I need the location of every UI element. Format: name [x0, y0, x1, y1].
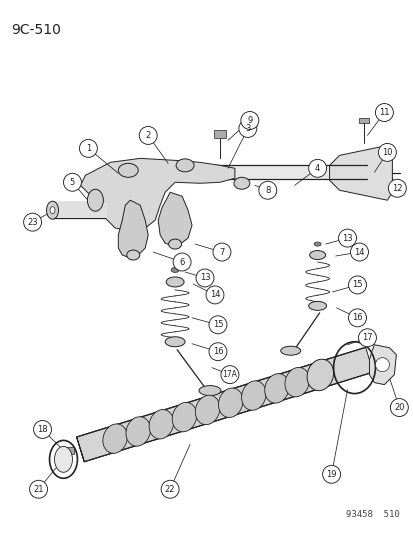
Polygon shape — [76, 437, 84, 462]
Ellipse shape — [165, 337, 185, 347]
Circle shape — [24, 213, 41, 231]
Ellipse shape — [118, 163, 138, 177]
Polygon shape — [368, 345, 395, 385]
Ellipse shape — [171, 268, 179, 272]
Polygon shape — [329, 146, 392, 200]
Ellipse shape — [199, 385, 221, 395]
Text: 18: 18 — [37, 425, 48, 434]
Circle shape — [161, 480, 179, 498]
Ellipse shape — [172, 402, 196, 432]
Bar — [52, 202, 107, 218]
Circle shape — [221, 366, 238, 384]
Circle shape — [322, 465, 340, 483]
Ellipse shape — [166, 277, 184, 287]
Text: 1: 1 — [85, 144, 91, 153]
Text: 21: 21 — [33, 484, 44, 494]
Ellipse shape — [195, 395, 219, 425]
Ellipse shape — [284, 367, 309, 397]
Ellipse shape — [375, 358, 389, 372]
Circle shape — [212, 243, 230, 261]
Ellipse shape — [241, 381, 266, 410]
Bar — [358, 118, 368, 124]
Ellipse shape — [102, 424, 127, 454]
Ellipse shape — [264, 374, 289, 403]
Circle shape — [308, 159, 326, 177]
Ellipse shape — [126, 250, 140, 260]
Circle shape — [375, 103, 392, 122]
Polygon shape — [158, 192, 192, 246]
Bar — [60, 447, 74, 454]
Text: 5: 5 — [70, 178, 75, 187]
Circle shape — [348, 309, 366, 327]
Text: 13: 13 — [342, 233, 352, 243]
Ellipse shape — [149, 409, 173, 439]
Text: 10: 10 — [381, 148, 392, 157]
Circle shape — [173, 253, 190, 271]
Text: 9C-510: 9C-510 — [11, 23, 60, 37]
Circle shape — [389, 399, 407, 416]
Circle shape — [338, 229, 356, 247]
Circle shape — [240, 111, 258, 130]
Text: 19: 19 — [325, 470, 336, 479]
Circle shape — [206, 286, 223, 304]
Text: 7: 7 — [219, 247, 224, 256]
Circle shape — [350, 243, 368, 261]
Ellipse shape — [280, 346, 300, 355]
Circle shape — [387, 179, 405, 197]
Text: 6: 6 — [179, 257, 184, 266]
Text: 4: 4 — [314, 164, 320, 173]
Ellipse shape — [46, 201, 58, 219]
Polygon shape — [118, 200, 148, 258]
Circle shape — [209, 316, 226, 334]
Text: 11: 11 — [378, 108, 389, 117]
Text: 16: 16 — [212, 347, 223, 356]
Text: 14: 14 — [209, 290, 220, 300]
Ellipse shape — [176, 159, 194, 172]
Ellipse shape — [218, 388, 242, 417]
Ellipse shape — [233, 177, 249, 189]
Text: 12: 12 — [391, 184, 401, 193]
Ellipse shape — [168, 239, 181, 249]
Circle shape — [79, 140, 97, 157]
Text: 15: 15 — [351, 280, 362, 289]
Ellipse shape — [126, 417, 150, 446]
Circle shape — [358, 329, 375, 347]
Circle shape — [238, 119, 256, 138]
Bar — [209, 165, 367, 179]
Text: 14: 14 — [354, 247, 364, 256]
Text: 8: 8 — [264, 186, 270, 195]
Circle shape — [258, 181, 276, 199]
Circle shape — [29, 480, 47, 498]
Ellipse shape — [309, 251, 325, 260]
Text: 93458  510: 93458 510 — [345, 510, 399, 519]
Circle shape — [139, 126, 157, 144]
Ellipse shape — [87, 189, 103, 211]
Text: 17A: 17A — [222, 370, 237, 379]
Ellipse shape — [50, 207, 55, 214]
Polygon shape — [80, 158, 234, 230]
Circle shape — [377, 143, 395, 161]
Text: 3: 3 — [244, 124, 250, 133]
Text: 17: 17 — [361, 333, 372, 342]
Circle shape — [33, 421, 51, 439]
Text: 22: 22 — [164, 484, 175, 494]
Ellipse shape — [313, 242, 320, 246]
Text: 13: 13 — [199, 273, 210, 282]
Text: 9: 9 — [247, 116, 252, 125]
Circle shape — [63, 173, 81, 191]
Bar — [214, 131, 225, 139]
Text: 23: 23 — [27, 217, 38, 227]
Text: 20: 20 — [393, 403, 404, 412]
Ellipse shape — [308, 301, 326, 310]
Polygon shape — [76, 348, 373, 462]
Text: 15: 15 — [212, 320, 223, 329]
Circle shape — [348, 276, 366, 294]
Circle shape — [196, 269, 214, 287]
Text: 2: 2 — [145, 131, 150, 140]
Ellipse shape — [306, 359, 333, 391]
Text: 16: 16 — [351, 313, 362, 322]
Circle shape — [209, 343, 226, 361]
Ellipse shape — [55, 447, 72, 472]
